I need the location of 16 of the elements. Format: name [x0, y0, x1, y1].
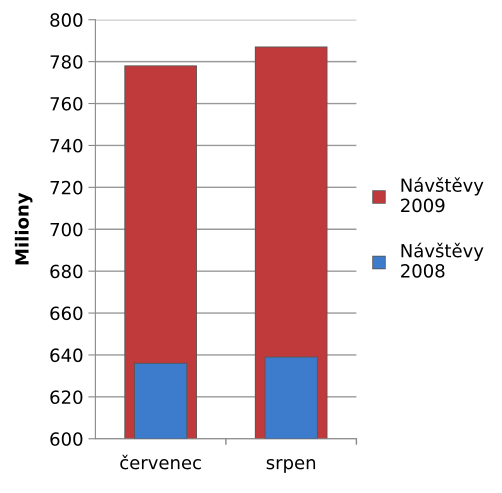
y-tick-label: 800: [50, 13, 82, 27]
y-tick-label: 620: [50, 390, 82, 404]
y-tick-label: 760: [50, 96, 82, 111]
y-tick-label: 640: [50, 348, 82, 362]
y-tick-label: 720: [50, 180, 82, 194]
x-tick-label: červenec: [120, 454, 201, 470]
y-tick-label: 740: [50, 138, 82, 153]
y-tick-label: 600: [50, 432, 82, 446]
y-tick-label: 700: [50, 222, 82, 236]
y-tick-label: 660: [50, 306, 82, 320]
y-axis-title: Miliony: [14, 192, 32, 264]
legend-label: Návštěvy 2009: [401, 177, 484, 212]
legend-label: Návštěvy 2008: [401, 242, 484, 278]
x-tick-label: srpen: [266, 459, 316, 473]
y-tick-label: 780: [50, 55, 82, 69]
y-tick-label: 680: [50, 264, 82, 278]
